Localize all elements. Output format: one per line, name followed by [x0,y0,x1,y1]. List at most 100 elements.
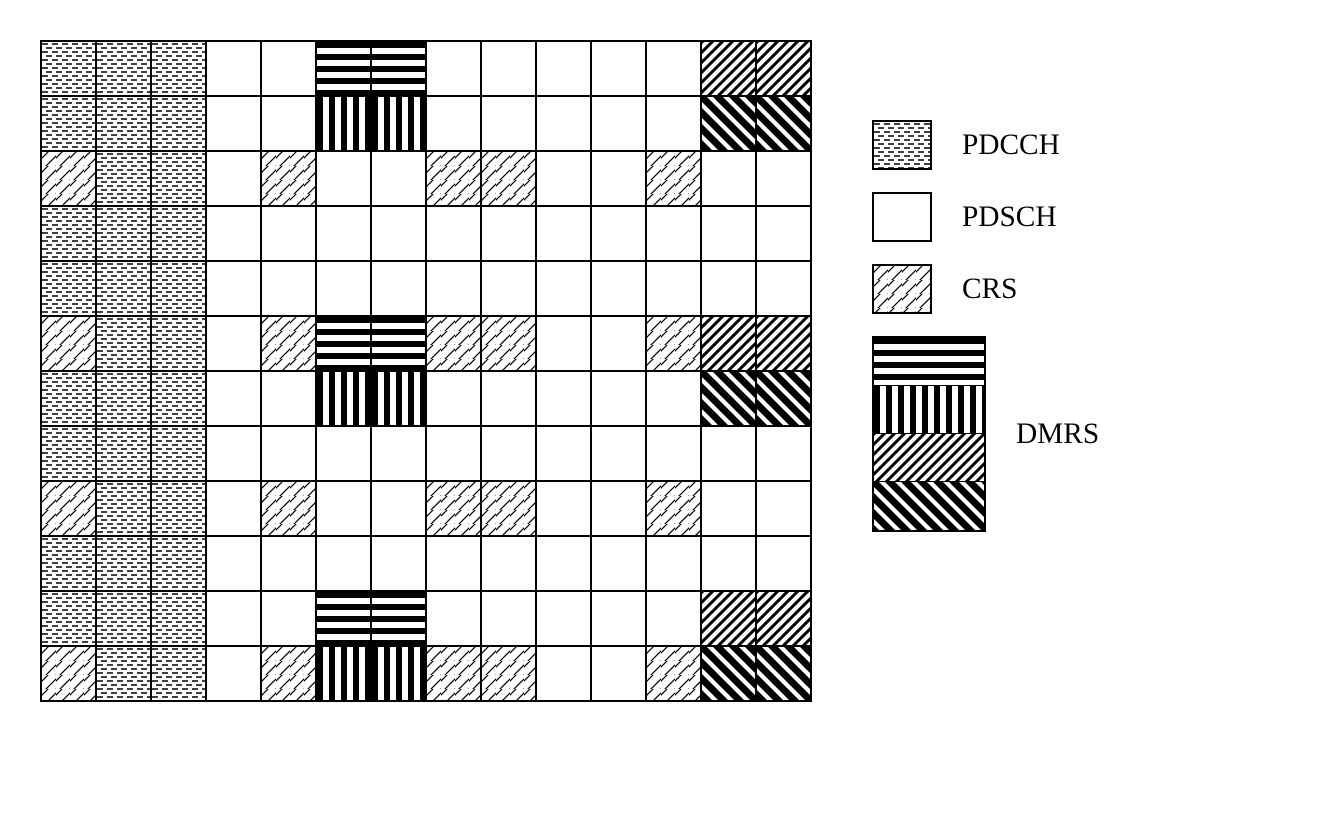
legend-label-crs: CRS [962,273,1017,306]
cell-8-8-crs [481,481,536,536]
cell-11-9-pdsch [536,646,591,701]
legend-row-crs: CRS [872,264,1099,314]
cell-0-6-dmrs_h [371,41,426,96]
legend-dmrs-sub-dmrs_h [874,338,984,386]
cell-4-9-pdsch [536,261,591,316]
cell-11-7-crs [426,646,481,701]
cell-7-4-pdsch [261,426,316,481]
cell-9-3-pdsch [206,536,261,591]
cell-0-13-dmrs_d1 [756,41,811,96]
cell-1-4-pdsch [261,96,316,151]
cell-3-3-pdsch [206,206,261,261]
cell-4-13-pdsch [756,261,811,316]
cell-3-9-pdsch [536,206,591,261]
cell-4-6-pdsch [371,261,426,316]
cell-1-6-dmrs_v [371,96,426,151]
cell-10-2-pdcch [151,591,206,646]
cell-3-4-pdsch [261,206,316,261]
cell-10-5-dmrs_h [316,591,371,646]
legend-label-pdcch: PDCCH [962,129,1060,162]
cell-0-9-pdsch [536,41,591,96]
cell-1-2-pdcch [151,96,206,151]
cell-9-4-pdsch [261,536,316,591]
cell-2-7-crs [426,151,481,206]
cell-4-7-pdsch [426,261,481,316]
cell-7-2-pdcch [151,426,206,481]
cell-3-5-pdsch [316,206,371,261]
cell-7-3-pdsch [206,426,261,481]
cell-5-5-dmrs_h [316,316,371,371]
cell-0-1-pdcch [96,41,151,96]
cell-7-7-pdsch [426,426,481,481]
cell-3-7-pdsch [426,206,481,261]
cell-7-10-pdsch [591,426,646,481]
cell-8-0-crs [41,481,96,536]
cell-4-1-pdcch [96,261,151,316]
cell-5-11-crs [646,316,701,371]
cell-5-2-pdcch [151,316,206,371]
cell-6-12-dmrs_d2 [701,371,756,426]
cell-5-3-pdsch [206,316,261,371]
cell-11-11-crs [646,646,701,701]
cell-6-13-dmrs_d2 [756,371,811,426]
legend: PDCCH PDSCH CRS DMRS [872,120,1099,532]
cell-7-5-pdsch [316,426,371,481]
cell-3-6-pdsch [371,206,426,261]
cell-11-4-crs [261,646,316,701]
cell-8-5-pdsch [316,481,371,536]
cell-6-4-pdsch [261,371,316,426]
cell-1-12-dmrs_d2 [701,96,756,151]
cell-4-4-pdsch [261,261,316,316]
figure-container: PDCCH PDSCH CRS DMRS [40,40,1289,702]
cell-1-5-dmrs_v [316,96,371,151]
legend-dmrs-sub-dmrs_d1 [874,434,984,482]
cell-8-7-crs [426,481,481,536]
cell-4-10-pdsch [591,261,646,316]
cell-7-0-pdcch [41,426,96,481]
cell-9-13-pdsch [756,536,811,591]
cell-1-10-pdsch [591,96,646,151]
legend-dmrs-sub-dmrs_v [874,386,984,434]
cell-9-2-pdcch [151,536,206,591]
legend-swatch-pdsch [872,192,932,242]
cell-1-13-dmrs_d2 [756,96,811,151]
cell-2-5-pdsch [316,151,371,206]
cell-5-13-dmrs_d1 [756,316,811,371]
cell-1-3-pdsch [206,96,261,151]
cell-2-13-pdsch [756,151,811,206]
resource-grid [40,40,812,702]
cell-5-6-dmrs_h [371,316,426,371]
cell-0-4-pdsch [261,41,316,96]
cell-11-3-pdsch [206,646,261,701]
cell-1-7-pdsch [426,96,481,151]
cell-4-8-pdsch [481,261,536,316]
cell-2-2-pdcch [151,151,206,206]
cell-6-2-pdcch [151,371,206,426]
cell-10-11-pdsch [646,591,701,646]
legend-swatch-crs [872,264,932,314]
cell-10-0-pdcch [41,591,96,646]
legend-swatch-dmrs-stack [872,336,986,532]
cell-7-13-pdsch [756,426,811,481]
cell-7-11-pdsch [646,426,701,481]
cell-1-8-pdsch [481,96,536,151]
cell-8-2-pdcch [151,481,206,536]
cell-0-12-dmrs_d1 [701,41,756,96]
cell-1-11-pdsch [646,96,701,151]
legend-row-dmrs: DMRS [872,336,1099,532]
cell-1-1-pdcch [96,96,151,151]
cell-2-9-pdsch [536,151,591,206]
legend-row-pdsch: PDSCH [872,192,1099,242]
cell-10-8-pdsch [481,591,536,646]
cell-6-5-dmrs_v [316,371,371,426]
cell-3-12-pdsch [701,206,756,261]
cell-0-10-pdsch [591,41,646,96]
cell-4-12-pdsch [701,261,756,316]
cell-2-8-crs [481,151,536,206]
cell-11-13-dmrs_d2 [756,646,811,701]
cell-2-12-pdsch [701,151,756,206]
cell-6-11-pdsch [646,371,701,426]
cell-0-11-pdsch [646,41,701,96]
cell-7-9-pdsch [536,426,591,481]
cell-8-11-crs [646,481,701,536]
